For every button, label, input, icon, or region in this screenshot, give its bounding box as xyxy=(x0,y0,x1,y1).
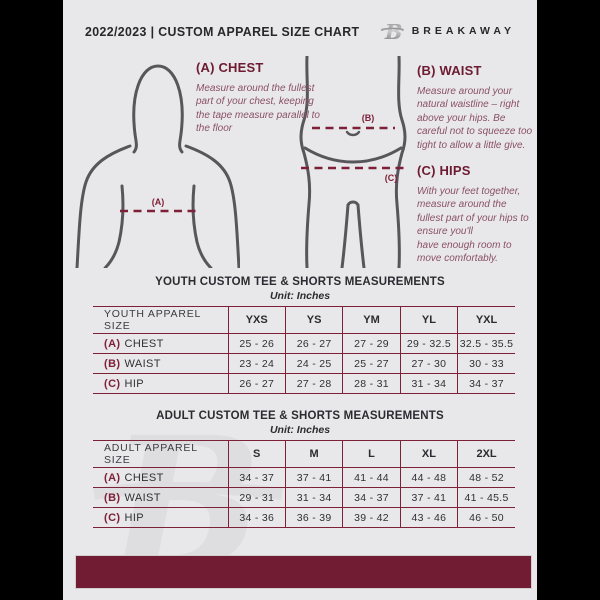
hips-line-label: (C) xyxy=(385,173,398,183)
size-header-l: L xyxy=(342,440,401,468)
chest-instruction-text: Measure around the fullest part of your … xyxy=(196,83,320,135)
size-header-yl: YL xyxy=(399,306,458,334)
svg-text:B: B xyxy=(384,19,403,44)
breakaway-logo-icon: B xyxy=(380,19,404,44)
cell: 34 - 36 xyxy=(227,507,286,528)
adult-section-title: ADULT CUSTOM TEE & SHORTS MEASUREMENTS xyxy=(156,410,444,422)
brand-name: BREAKAWAY xyxy=(411,25,515,37)
youth-chest-row: (A) CHEST 25 - 26 26 - 27 27 - 29 29 - 32… xyxy=(93,333,515,354)
hips-instruction-text: With your feet together, measure around … xyxy=(417,186,529,264)
youth-waist-row: (B) WAIST 23 - 24 24 - 25 25 - 27 27 - 30… xyxy=(93,353,515,374)
size-header-yxl: YXL xyxy=(457,306,515,334)
adult-waist-row: (B) WAIST 29 - 31 31 - 34 34 - 37 37 - 41… xyxy=(93,487,515,508)
waist-instruction-text: Measure around your natural waistline – … xyxy=(417,86,533,151)
youth-section-title: YOUTH CUSTOM TEE & SHORTS MEASUREMENTS xyxy=(155,276,445,288)
cell: 43 - 46 xyxy=(399,507,458,528)
hips-instruction: (C) HIPS With your feet together, measur… xyxy=(417,163,535,265)
cell: 34 - 37 xyxy=(342,487,401,508)
cell: 37 - 41 xyxy=(284,467,343,488)
cell: 29 - 31 xyxy=(227,487,286,508)
cell: 28 - 31 xyxy=(342,373,401,394)
cell: 34 - 37 xyxy=(227,467,286,488)
cell: 31 - 34 xyxy=(284,487,343,508)
cell: 24 - 25 xyxy=(284,353,343,374)
cell: 25 - 26 xyxy=(227,333,286,354)
row-label: HIP xyxy=(124,511,145,524)
cell: 34 - 37 xyxy=(457,373,515,394)
row-label: HIP xyxy=(124,377,145,390)
row-key: (B) xyxy=(104,491,121,504)
waist-instruction-heading: (B) WAIST xyxy=(417,63,482,78)
cell: 26 - 27 xyxy=(284,333,343,354)
cell: 23 - 24 xyxy=(227,353,286,374)
adult-size-column-header: ADULT APPAREL SIZE xyxy=(104,442,198,466)
chest-line-label: (A) xyxy=(152,197,165,207)
cell: 30 - 33 xyxy=(457,353,515,374)
size-header-ym: YM xyxy=(342,306,401,334)
lower-body-diagram: (B) (C) xyxy=(299,56,407,268)
page-title: 2022/2023 | CUSTOM APPAREL SIZE CHART xyxy=(85,23,360,39)
cell: 26 - 27 xyxy=(227,373,286,394)
torso-diagram: (A) xyxy=(75,64,240,268)
cell: 39 - 42 xyxy=(342,507,401,528)
header: 2022/2023 | CUSTOM APPAREL SIZE CHART B … xyxy=(63,16,537,46)
waist-instruction: (B) WAIST Measure around your natural wa… xyxy=(417,63,533,152)
cell: 29 - 32.5 xyxy=(399,333,458,354)
cell: 37 - 41 xyxy=(399,487,458,508)
footer-accent-bar xyxy=(75,555,532,589)
row-label: CHEST xyxy=(124,337,164,350)
brand-lockup: B BREAKAWAY xyxy=(379,19,515,44)
cell: 27 - 29 xyxy=(342,333,401,354)
cell: 41 - 44 xyxy=(342,467,401,488)
cell: 48 - 52 xyxy=(457,467,515,488)
size-header-2xl: 2XL xyxy=(457,440,515,468)
row-label: WAIST xyxy=(124,357,161,370)
adult-hip-row: (C) HIP 34 - 36 36 - 39 39 - 42 43 - 46 4… xyxy=(93,507,515,528)
cell: 31 - 34 xyxy=(399,373,458,394)
cell: 41 - 45.5 xyxy=(457,487,515,508)
adult-unit-label: Unit: Inches xyxy=(269,424,331,436)
row-label: CHEST xyxy=(124,471,164,484)
size-header-xl: XL xyxy=(399,440,458,468)
cell: 27 - 28 xyxy=(284,373,343,394)
row-key: (C) xyxy=(104,377,121,390)
youth-size-table: YOUTH APPAREL SIZE YXS YS YM YL YXL (A) C… xyxy=(93,306,515,394)
chest-instruction: (A) CHEST Measure around the fullest par… xyxy=(196,60,320,136)
size-header-s: S xyxy=(227,440,286,468)
adult-chest-row: (A) CHEST 34 - 37 37 - 41 41 - 44 44 - 48… xyxy=(93,467,515,488)
waist-line-label: (B) xyxy=(362,113,375,123)
chest-instruction-heading: (A) CHEST xyxy=(196,60,264,75)
row-key: (A) xyxy=(104,471,121,484)
cell: 32.5 - 35.5 xyxy=(457,333,515,354)
adult-header-row: ADULT APPAREL SIZE S M L XL 2XL xyxy=(93,440,515,468)
cell: 36 - 39 xyxy=(284,507,343,528)
cell: 25 - 27 xyxy=(342,353,401,374)
row-key: (B) xyxy=(104,357,121,370)
youth-unit-label: Unit: Inches xyxy=(269,290,331,302)
cell: 46 - 50 xyxy=(457,507,515,528)
cell: 27 - 30 xyxy=(399,353,458,374)
size-header-yxs: YXS xyxy=(227,306,286,334)
right-edge-bar xyxy=(537,0,600,600)
row-key: (A) xyxy=(104,337,121,350)
row-label: WAIST xyxy=(124,491,161,504)
hips-instruction-heading: (C) HIPS xyxy=(417,163,471,178)
cell: 44 - 48 xyxy=(399,467,458,488)
adult-size-table: ADULT APPAREL SIZE S M L XL 2XL (A) CHEST… xyxy=(93,440,515,528)
youth-size-column-header: YOUTH APPAREL SIZE xyxy=(104,308,201,332)
size-header-m: M xyxy=(284,440,343,468)
size-header-ys: YS xyxy=(284,306,343,334)
left-edge-bar xyxy=(0,0,63,600)
row-key: (C) xyxy=(104,511,121,524)
youth-hip-row: (C) HIP 26 - 27 27 - 28 28 - 31 31 - 34 3… xyxy=(93,373,515,394)
youth-header-row: YOUTH APPAREL SIZE YXS YS YM YL YXL xyxy=(93,306,515,334)
